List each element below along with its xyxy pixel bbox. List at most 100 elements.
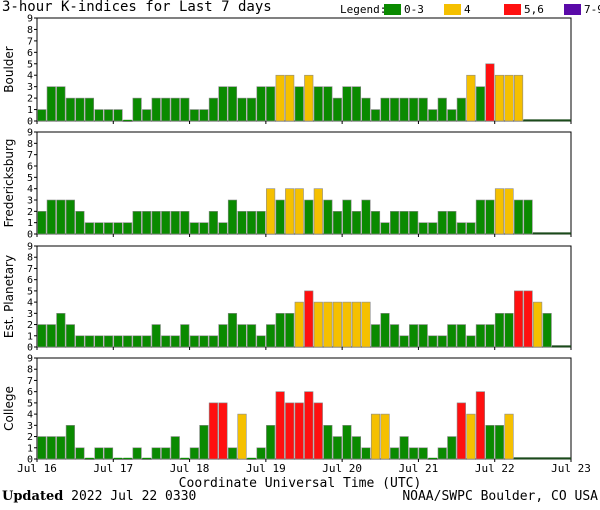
bar-boulder [37, 109, 47, 122]
bar-college [46, 436, 56, 460]
bar-college [237, 413, 247, 460]
legend-swatch-4 [444, 4, 461, 15]
bar-est-planetary [151, 324, 161, 348]
x-tick-label: Jul 18 [170, 462, 210, 475]
bar-college [504, 413, 514, 460]
y-tick-label: 0 [27, 455, 33, 466]
bar-college [485, 425, 495, 460]
y-tick-label: 1 [27, 331, 33, 342]
bar-boulder [304, 74, 314, 122]
bar-boulder [285, 74, 295, 122]
bar-boulder [332, 97, 342, 122]
bar-est-planetary [504, 313, 514, 348]
bar-fredericksburg [103, 222, 114, 235]
bar-college [180, 457, 190, 459]
updated-label: Updated [2, 489, 64, 504]
bar-est-planetary [84, 335, 95, 348]
bar-fredericksburg [266, 188, 276, 235]
y-tick-label: 7 [27, 264, 33, 275]
y-tick-label: 2 [27, 320, 33, 331]
bar-boulder [447, 109, 457, 122]
bar-fredericksburg [304, 199, 314, 235]
y-tick-label: 5 [27, 59, 33, 70]
bar-boulder [428, 109, 438, 122]
bar-est-planetary [246, 324, 257, 348]
bar-college [437, 447, 447, 460]
bar-est-planetary [266, 324, 276, 348]
bar-fredericksburg [485, 199, 495, 235]
y-tick-label: 9 [27, 14, 33, 25]
bar-fredericksburg [437, 211, 447, 235]
bar-college [132, 447, 142, 460]
bar-est-planetary [227, 313, 238, 348]
bar-boulder [256, 86, 266, 122]
bar-college [456, 402, 466, 460]
y-tick-label: 7 [27, 36, 33, 47]
legend-swatch-5-6 [504, 4, 521, 15]
bar-est-planetary [533, 301, 543, 348]
y-tick-label: 6 [27, 162, 33, 173]
bar-boulder [485, 63, 495, 122]
y-tick-label: 2 [27, 94, 33, 105]
bar-fredericksburg [256, 211, 266, 235]
bar-fredericksburg [285, 188, 295, 235]
bar-college [218, 402, 228, 460]
y-tick-label: 1 [27, 105, 33, 116]
bar-boulder [170, 97, 180, 122]
bar-boulder [504, 74, 514, 122]
bar-boulder [456, 97, 466, 122]
bar-college [380, 413, 390, 460]
bar-est-planetary [542, 313, 552, 348]
bar-fredericksburg [418, 222, 428, 235]
y-tick-label: 5 [27, 286, 33, 297]
bar-est-planetary [466, 335, 476, 348]
bar-est-planetary [380, 313, 390, 348]
bar-est-planetary [275, 313, 285, 348]
x-axis-title: Coordinate Universal Time (UTC) [178, 476, 422, 491]
bar-boulder [475, 86, 485, 122]
bar-fredericksburg [351, 211, 362, 235]
bar-est-planetary [132, 335, 142, 348]
x-tick-label: Jul 21 [399, 462, 439, 475]
y-tick-label: 3 [27, 309, 33, 320]
bar-est-planetary [494, 313, 505, 348]
bar-fredericksburg [94, 222, 104, 235]
bar-boulder [56, 86, 66, 122]
bar-college [466, 413, 476, 460]
bar-college [56, 436, 66, 460]
bar-college [208, 402, 218, 460]
bar-college [418, 447, 428, 460]
legend-item-4: 4 [464, 3, 471, 16]
bar-boulder [94, 109, 104, 122]
bar-boulder [189, 109, 199, 122]
bar-fredericksburg [504, 188, 514, 235]
panel-label-boulder: Boulder [2, 46, 16, 93]
legend-item-5-6: 5,6 [524, 3, 544, 16]
bar-fredericksburg [370, 211, 381, 235]
bar-est-planetary [113, 335, 123, 348]
bar-fredericksburg [466, 222, 476, 235]
bar-fredericksburg [313, 188, 323, 235]
bar-est-planetary [523, 290, 533, 348]
legend-label: Legend: [340, 3, 387, 16]
bar-boulder [313, 86, 323, 122]
bar-boulder [103, 109, 114, 122]
bar-boulder [380, 97, 390, 122]
bar-fredericksburg [161, 211, 171, 235]
bar-est-planetary [189, 335, 199, 348]
legend-item-0-3: 0-3 [404, 3, 424, 16]
bar-est-planetary [256, 335, 266, 348]
bar-est-planetary [46, 324, 56, 348]
bar-est-planetary [180, 324, 190, 348]
bar-college [256, 447, 266, 460]
y-tick-label: 3 [27, 421, 33, 432]
bar-fredericksburg [65, 199, 75, 235]
y-tick-label: 4 [27, 184, 33, 195]
bar-fredericksburg [456, 222, 466, 235]
bar-est-planetary [208, 335, 218, 348]
bar-college [227, 447, 238, 460]
bar-fredericksburg [227, 199, 238, 235]
legend-swatch-0-3 [384, 4, 401, 15]
bar-fredericksburg [275, 199, 285, 235]
bar-boulder [142, 109, 152, 122]
